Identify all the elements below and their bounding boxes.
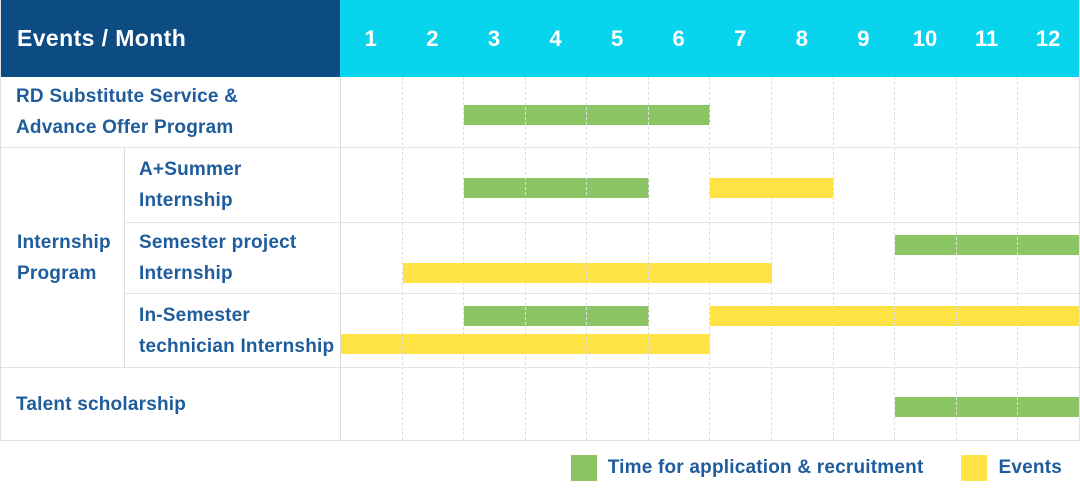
table-row: A+Summer Internship — [125, 148, 1079, 222]
month-label: 7 — [734, 25, 747, 51]
group-label-line: Program — [17, 262, 97, 284]
gantt-bar-application — [464, 177, 649, 198]
gantt-bar-application — [464, 105, 710, 125]
gantt-bar-events — [402, 262, 772, 283]
gantt-track-in-semester-technician — [340, 294, 1079, 367]
gantt-track-semester-project — [340, 222, 1079, 294]
gantt-track-a-plus-summer — [340, 148, 1079, 222]
month-label: 10 — [912, 25, 938, 51]
month-header-strip: 1 2 3 4 5 6 7 8 9 10 11 12 — [340, 0, 1079, 77]
row-label-line: Semester project — [139, 231, 297, 253]
table-header-row: Events / Month 1 2 3 4 5 6 7 8 9 10 11 1… — [1, 0, 1079, 77]
legend-item-application: Time for application & recruitment — [570, 454, 924, 481]
table-row: In-Semester technician Internship — [125, 293, 1079, 367]
gantt-bar-events — [710, 306, 1079, 327]
row-label-in-semester-technician: In-Semester technician Internship — [125, 294, 340, 367]
month-label: 12 — [1035, 25, 1061, 51]
events-month-header-cell: Events / Month — [1, 0, 340, 77]
row-label-rd-substitute: RD Substitute Service & Advance Offer Pr… — [1, 77, 340, 147]
legend-item-events: Events — [961, 454, 1062, 481]
month-label: 6 — [672, 25, 685, 51]
gantt-bar-events — [710, 177, 833, 198]
legend: Time for application & recruitment Event… — [0, 441, 1080, 494]
row-label-line: In-Semester — [139, 304, 250, 326]
row-label-line: technician Internship — [139, 335, 335, 357]
month-label: 2 — [426, 25, 439, 51]
table-row: Talent scholarship — [1, 368, 1079, 440]
gantt-bar-application — [894, 234, 1079, 255]
gantt-bar-application — [894, 397, 1079, 417]
group-label-line: Internship — [17, 231, 111, 253]
legend-label: Time for application & recruitment — [607, 456, 924, 478]
row-label-talent-scholarship: Talent scholarship — [1, 368, 340, 440]
internship-program-group: Internship Program A+Summer Internship S… — [1, 148, 1079, 368]
month-label: 9 — [857, 25, 870, 51]
table-row: RD Substitute Service & Advance Offer Pr… — [1, 77, 1079, 148]
month-label: 5 — [610, 25, 624, 51]
month-label: 11 — [974, 25, 999, 51]
row-label-line: Internship — [139, 262, 233, 284]
gantt-table: Events / Month 1 2 3 4 5 6 7 8 9 10 11 1… — [0, 0, 1080, 441]
legend-label: Events — [998, 456, 1062, 478]
application-green-swatch-icon — [570, 454, 597, 481]
events-yellow-swatch-icon — [961, 454, 988, 481]
month-label: 3 — [487, 25, 501, 51]
gantt-track-rd-substitute — [340, 77, 1079, 147]
row-label-semester-project: Semester project Internship — [125, 223, 340, 294]
table-row: Semester project Internship — [125, 221, 1079, 294]
row-label-a-plus-summer: A+Summer Internship — [125, 148, 340, 222]
row-label-line: Internship — [139, 189, 233, 211]
gantt-track-talent-scholarship — [340, 368, 1079, 440]
group-label-internship-program: Internship Program — [1, 148, 125, 367]
gantt-bar-application — [464, 306, 649, 327]
table-body: RD Substitute Service & Advance Offer Pr… — [1, 77, 1079, 440]
row-label-line: Talent scholarship — [16, 393, 187, 415]
internship-subrows: A+Summer Internship Semester project Int… — [125, 148, 1079, 367]
gantt-bar-events — [341, 334, 710, 355]
row-label-line: A+Summer — [139, 158, 242, 180]
month-label: 8 — [795, 25, 808, 51]
row-label-line: Advance Offer Program — [16, 117, 234, 138]
month-label: 4 — [549, 25, 562, 51]
row-label-line: RD Substitute Service & — [16, 86, 239, 107]
month-label: 1 — [364, 25, 377, 51]
